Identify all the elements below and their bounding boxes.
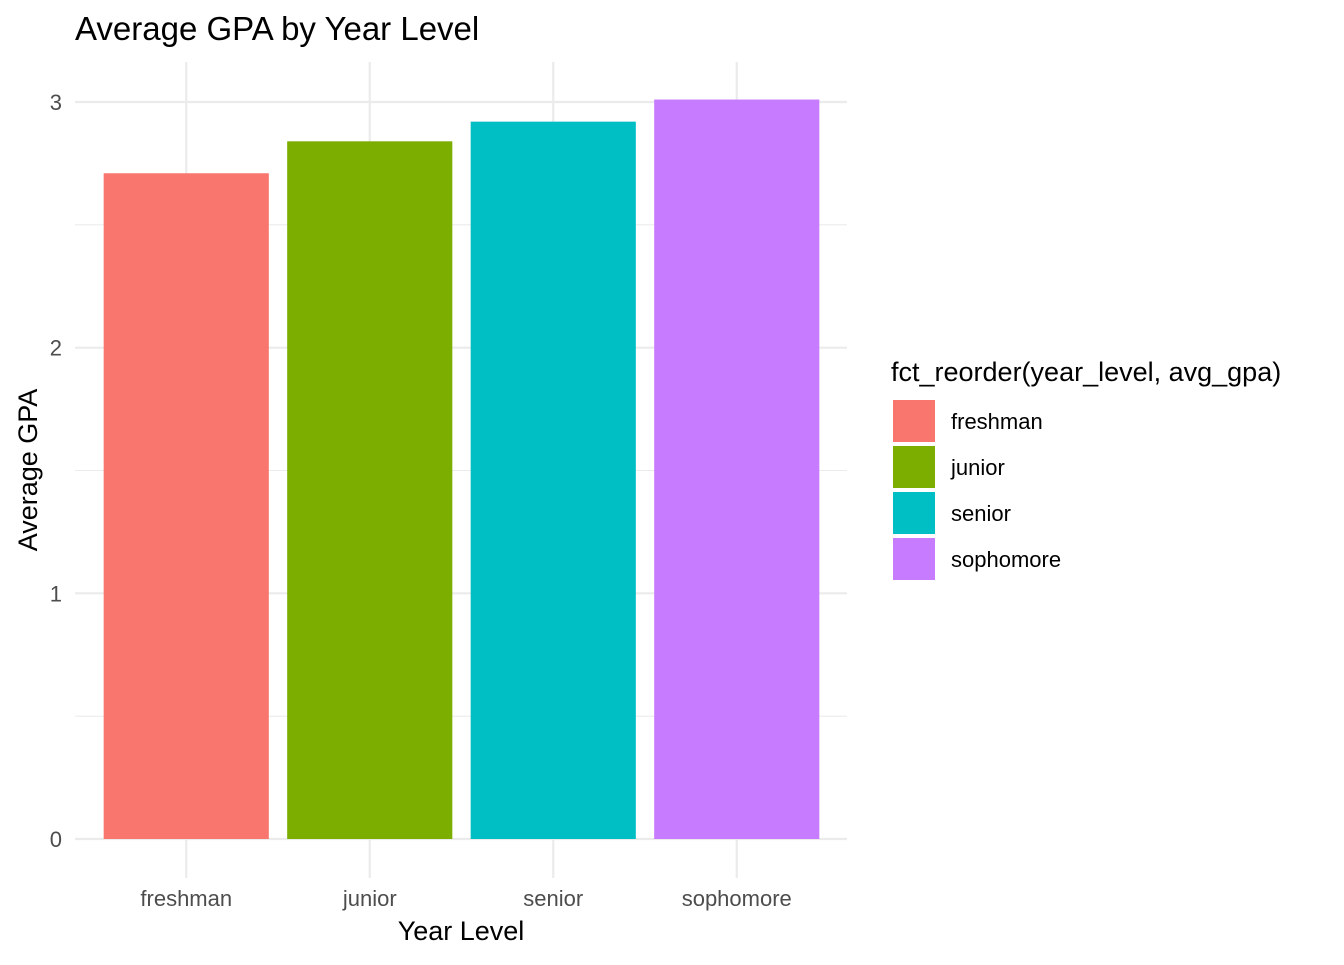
bars — [103, 99, 820, 840]
bar-senior — [470, 121, 636, 840]
legend-swatch-senior — [893, 492, 935, 534]
bar-junior — [287, 141, 453, 840]
x-tick-label: senior — [523, 886, 583, 911]
y-tick-label: 2 — [50, 336, 62, 361]
x-tick-label: freshman — [140, 886, 232, 911]
bar-freshman — [103, 173, 269, 839]
y-tick-label: 1 — [50, 581, 62, 606]
legend-label-senior: senior — [951, 501, 1011, 526]
legend: fct_reorder(year_level, avg_gpa) freshma… — [891, 357, 1281, 580]
x-tick-label: junior — [342, 886, 397, 911]
legend-label-freshman: freshman — [951, 409, 1043, 434]
legend-swatch-freshman — [893, 400, 935, 442]
legend-title: fct_reorder(year_level, avg_gpa) — [891, 357, 1281, 387]
legend-swatch-junior — [893, 446, 935, 488]
legend-items: freshman junior senior sophomore — [893, 400, 1061, 580]
legend-label-sophomore: sophomore — [951, 547, 1061, 572]
axes: 0 1 2 3 freshman junior senior sophomore — [50, 90, 792, 911]
y-tick-label: 0 — [50, 827, 62, 852]
legend-label-junior: junior — [950, 455, 1005, 480]
y-axis-title: Average GPA — [13, 389, 43, 552]
x-tick-label: sophomore — [682, 886, 792, 911]
legend-swatch-sophomore — [893, 538, 935, 580]
y-tick-label: 3 — [50, 90, 62, 115]
bar-sophomore — [654, 99, 820, 839]
chart-title: Average GPA by Year Level — [75, 10, 479, 47]
x-axis-title: Year Level — [398, 916, 525, 946]
